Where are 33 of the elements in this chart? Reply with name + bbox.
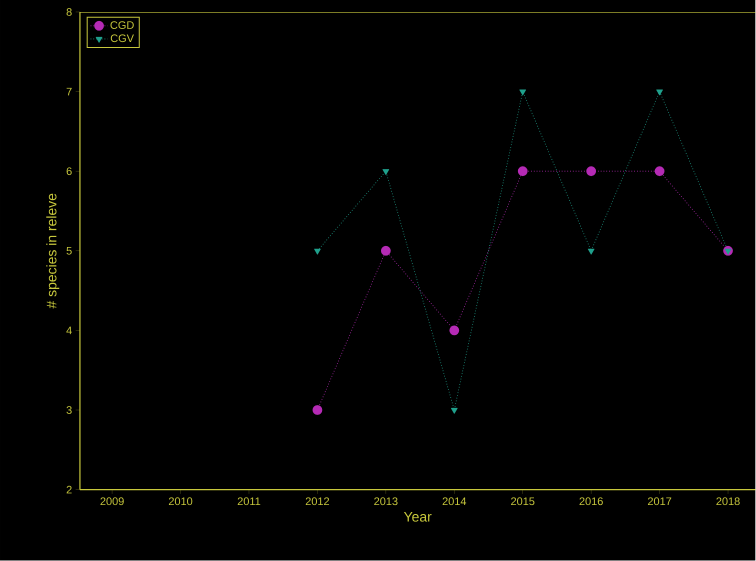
- x-tick-label: 2018: [716, 498, 740, 506]
- point: [519, 90, 526, 96]
- point: [588, 248, 594, 255]
- point: [656, 90, 663, 96]
- x-tick-label: 2015: [511, 498, 534, 506]
- point: [450, 408, 458, 414]
- y-tick-label: 6: [66, 168, 72, 176]
- point: [518, 166, 528, 176]
- x-tick-label: 2013: [374, 498, 398, 506]
- y-tick-label: 5: [66, 247, 72, 255]
- point: [314, 248, 321, 255]
- y-tick-label: 3: [66, 406, 72, 414]
- x-tick-label: 2011: [238, 498, 260, 506]
- point: [654, 166, 664, 176]
- x-tick-label: 2017: [648, 498, 672, 506]
- legend-label: CGD: [110, 21, 134, 30]
- x-tick-label: 2014: [442, 498, 466, 506]
- point: [449, 326, 460, 336]
- y-axis-title: # species in releve: [46, 194, 60, 309]
- x-tick-label: 2010: [168, 498, 192, 506]
- point: [382, 169, 390, 176]
- point: [586, 166, 596, 176]
- y-tick-label: 7: [66, 88, 72, 96]
- x-tick-label: 2016: [580, 498, 603, 506]
- x-tick-label: 2012: [306, 498, 330, 506]
- x-tick-label: 2009: [100, 498, 124, 506]
- x-axis-title: Year: [404, 512, 432, 522]
- y-tick-label: 2: [66, 486, 72, 494]
- y-tick-label: 8: [66, 8, 72, 16]
- point: [312, 405, 322, 416]
- y-tick-label: 4: [66, 326, 72, 334]
- point: [380, 246, 391, 256]
- legend-label: CGV: [110, 34, 134, 42]
